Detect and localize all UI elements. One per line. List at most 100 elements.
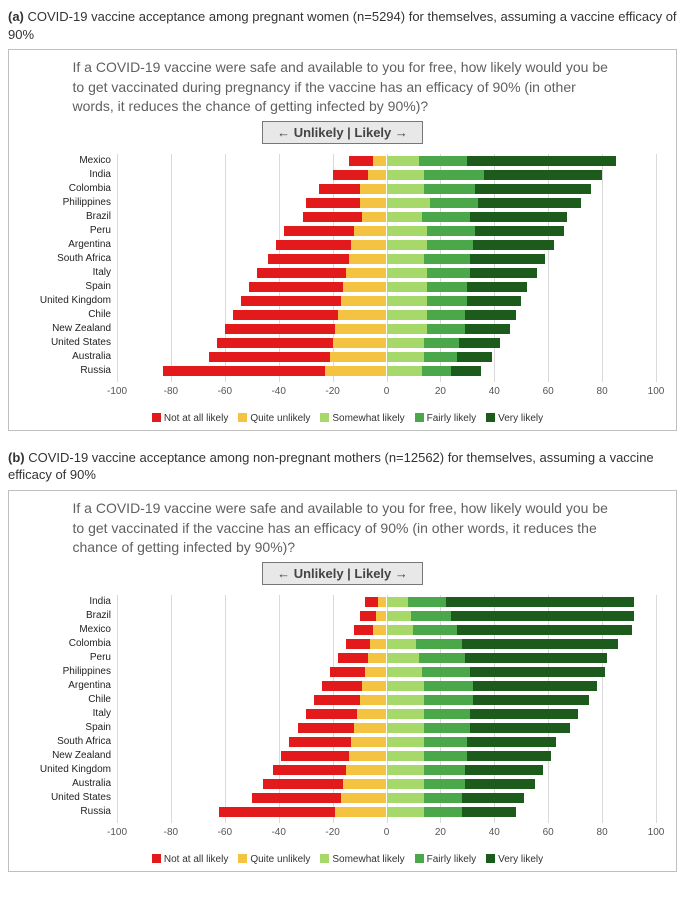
bar-row: India: [117, 597, 656, 607]
bar-segment: [387, 324, 427, 334]
country-label: Colombia: [69, 638, 111, 649]
bar-row: Brazil: [117, 212, 656, 222]
bar-row: Peru: [117, 226, 656, 236]
bar-segment: [387, 695, 425, 705]
bar-segment: [465, 765, 543, 775]
bar-segment: [408, 597, 446, 607]
panel-b-letter: (b): [8, 450, 25, 465]
bar-row: Australia: [117, 352, 656, 362]
bar-segment: [387, 611, 411, 621]
bar-segment: [467, 156, 615, 166]
x-tick: -40: [271, 386, 285, 397]
country-label: Chile: [88, 309, 111, 320]
bar-segment: [219, 807, 335, 817]
bar-segment: [419, 156, 468, 166]
bar-segment: [387, 338, 425, 348]
x-tick: 60: [543, 386, 554, 397]
country-label: Philippines: [63, 197, 111, 208]
legend-label: Quite unlikely: [250, 413, 310, 424]
x-tick: 40: [489, 386, 500, 397]
country-label: New Zealand: [52, 323, 111, 334]
bar-segment: [387, 807, 425, 817]
bar-segment: [424, 695, 473, 705]
bar-segment: [470, 212, 567, 222]
bar-segment: [354, 625, 373, 635]
country-label: Brazil: [86, 610, 111, 621]
bar-row: Mexico: [117, 156, 656, 166]
bar-segment: [470, 667, 605, 677]
x-tick: 0: [384, 827, 390, 838]
bar-row: United States: [117, 793, 656, 803]
bar-segment: [273, 765, 346, 775]
x-axis-ticks: -100-80-60-40-20020406080100: [117, 827, 656, 843]
panel-b-plot: IndiaBrazilMexicoColombiaPeruPhilippines…: [117, 595, 656, 851]
bar-segment: [387, 751, 425, 761]
bar-segment: [319, 184, 359, 194]
bar-segment: [387, 681, 425, 691]
country-label: Argentina: [68, 239, 111, 250]
panel-b-caption: (b) COVID-19 vaccine acceptance among no…: [8, 449, 677, 484]
x-axis-ticks: -100-80-60-40-20020406080100: [117, 386, 656, 402]
bar-row: Italy: [117, 268, 656, 278]
country-label: Chile: [88, 694, 111, 705]
bar-row: Argentina: [117, 681, 656, 691]
bar-segment: [387, 170, 425, 180]
bar-row: Spain: [117, 282, 656, 292]
bar-segment: [459, 338, 499, 348]
x-tick: -60: [218, 827, 232, 838]
x-tick: 100: [648, 386, 665, 397]
bar-segment: [427, 268, 470, 278]
panel-a-plot: MexicoIndiaColombiaPhilippinesBrazilPeru…: [117, 154, 656, 410]
bar-segment: [424, 352, 456, 362]
country-label: Colombia: [69, 183, 111, 194]
bar-segment: [451, 366, 481, 376]
bar-segment: [346, 765, 386, 775]
bar-segment: [362, 681, 386, 691]
bar-segment: [349, 751, 387, 761]
bar-segment: [163, 366, 325, 376]
bar-segment: [467, 751, 551, 761]
bar-segment: [378, 597, 386, 607]
bar-row: United Kingdom: [117, 296, 656, 306]
bar-segment: [475, 226, 564, 236]
bar-segment: [427, 240, 473, 250]
bar-segment: [322, 681, 362, 691]
bar-segment: [419, 653, 465, 663]
country-label: Argentina: [68, 680, 111, 691]
bar-segment: [281, 751, 348, 761]
bar-segment: [387, 226, 427, 236]
bar-row: United Kingdom: [117, 765, 656, 775]
bar-row: Russia: [117, 807, 656, 817]
bar-segment: [484, 170, 603, 180]
x-tick: -60: [218, 386, 232, 397]
bar-segment: [470, 723, 570, 733]
bar-row: Peru: [117, 653, 656, 663]
bar-row: South Africa: [117, 737, 656, 747]
bar-segment: [368, 170, 387, 180]
bar-segment: [427, 282, 467, 292]
bar-segment: [209, 352, 330, 362]
bar-segment: [360, 611, 376, 621]
bar-segment: [349, 254, 387, 264]
bar-segment: [387, 310, 427, 320]
bar-row: South Africa: [117, 254, 656, 264]
direction-label-a: ← Unlikely | Likely →: [262, 121, 423, 144]
bar-row: Chile: [117, 695, 656, 705]
country-label: Mexico: [79, 624, 111, 635]
country-label: Peru: [90, 225, 111, 236]
bar-segment: [354, 723, 386, 733]
legend-swatch: [486, 854, 495, 863]
country-label: Russia: [80, 365, 111, 376]
bar-segment: [424, 254, 470, 264]
legend-label: Somewhat likely: [332, 413, 404, 424]
panel-a-chart: If a COVID-19 vaccine were safe and avai…: [8, 49, 677, 431]
bar-segment: [465, 324, 511, 334]
bar-segment: [427, 310, 465, 320]
bar-segment: [360, 198, 387, 208]
bar-row: New Zealand: [117, 324, 656, 334]
bar-rows: MexicoIndiaColombiaPhilippinesBrazilPeru…: [117, 156, 656, 376]
legend-swatch: [238, 413, 247, 422]
direction-label-b: ← Unlikely | Likely →: [262, 562, 423, 585]
legend-swatch: [320, 854, 329, 863]
bar-segment: [360, 695, 387, 705]
